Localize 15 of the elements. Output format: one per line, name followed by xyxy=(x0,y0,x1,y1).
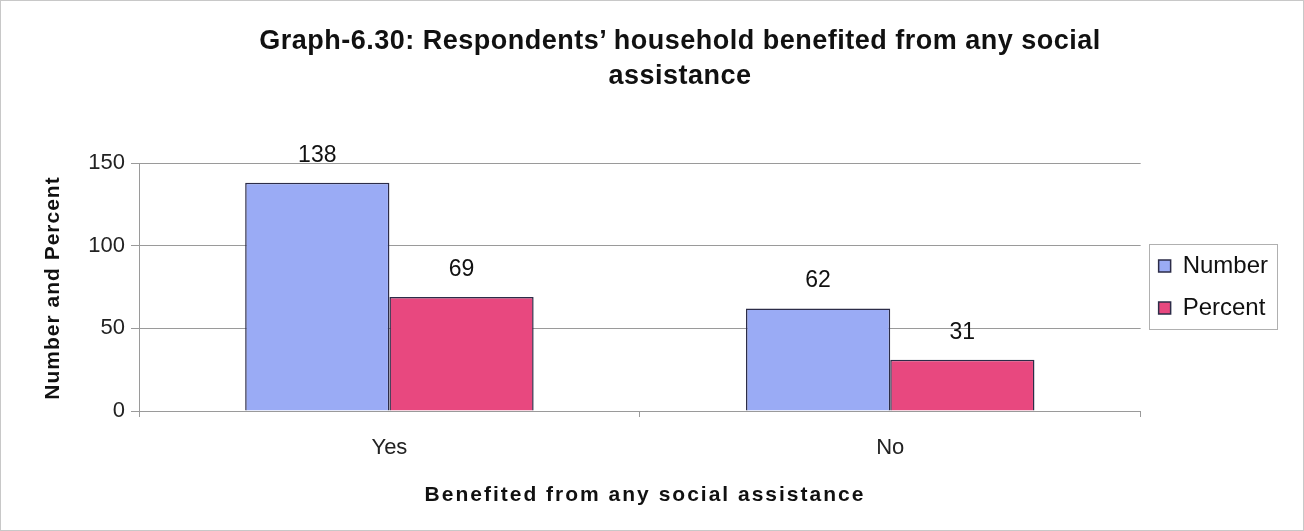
data-label: 62 xyxy=(805,266,831,293)
y-tick-label: 100 xyxy=(88,231,125,257)
data-label: 69 xyxy=(448,254,475,281)
y-tick-label: 150 xyxy=(88,149,125,175)
legend-label: Percent xyxy=(1182,292,1266,320)
x-tick-label: Yes xyxy=(371,434,408,460)
legend-label: Number xyxy=(1182,250,1269,278)
data-label: 138 xyxy=(298,140,337,167)
chart-title: Graph-6.30: Respondents’ household benefited from any social assistance xyxy=(258,24,1102,92)
x-tick-label: No xyxy=(876,434,905,460)
y-axis-title: Number and Percent xyxy=(40,176,64,400)
y-tick-label: 0 xyxy=(112,397,125,423)
x-axis-title: Benefited from any social assistance xyxy=(424,482,866,506)
data-label: 31 xyxy=(949,317,976,344)
y-tick-label: 50 xyxy=(100,314,125,340)
